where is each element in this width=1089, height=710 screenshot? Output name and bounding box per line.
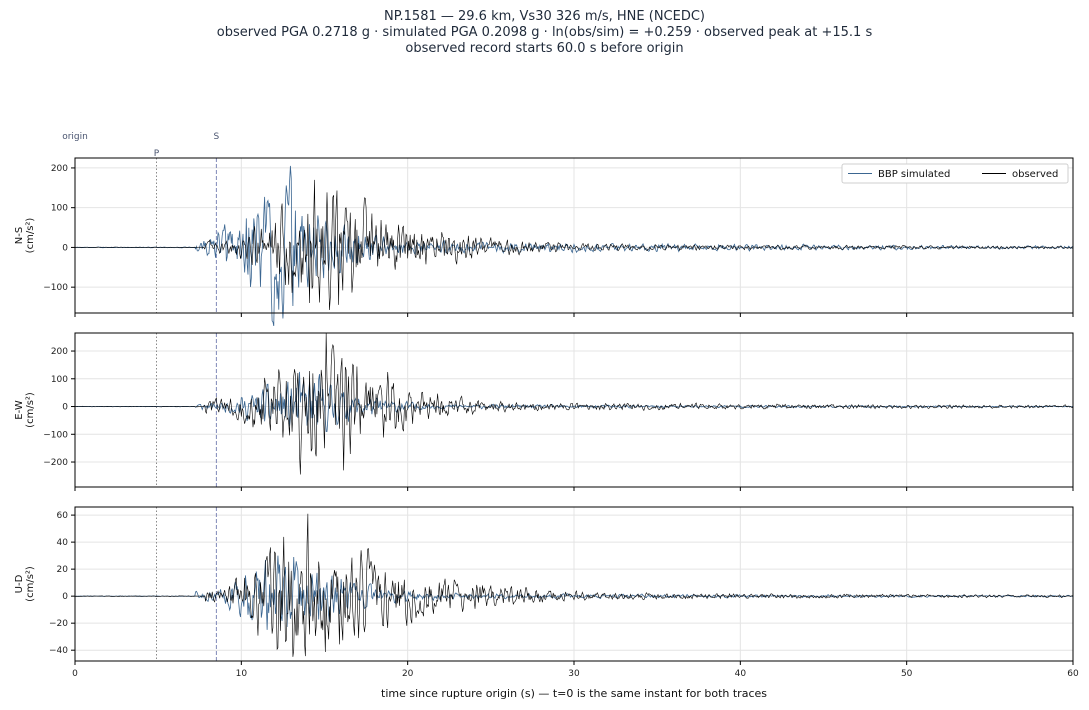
sim-trace-1 [74,165,1074,327]
panel-1: −100 0 100 200 N-S(cm/s²) [14,157,1074,327]
y-tick-label: −20 [49,619,68,629]
p-marker-label: P [154,149,160,159]
y-tick-label: 100 [51,204,68,214]
panel-3: −40 −20 0 20 40 60 0 10 20 30 40 50 60 U-D(cm/s²) [14,506,1079,679]
chart-title-line2: observed PGA 0.2718 g · simulated PGA 0.… [216,25,873,40]
legend-obs-label: observed [1012,169,1058,180]
y-tick-label: −100 [43,283,68,293]
legend-sim-label: BBP simulated [878,169,950,180]
y-tick-label: 20 [57,565,69,575]
x-tick-label: 50 [901,669,913,679]
chart-title-line1: NP.1581 — 29.6 km, Vs30 326 m/s, HNE (NC… [383,9,705,24]
y-tick-label: 100 [51,375,68,385]
y-tick-label: 0 [62,403,68,413]
x-tick-label: 0 [72,669,78,679]
y-tick-label: 0 [62,592,68,602]
x-tick-label: 60 [1067,669,1079,679]
x-tick-label: 30 [568,669,580,679]
x-tick-label: 40 [735,669,747,679]
chart-title-line3: observed record starts 60.0 s before ori… [405,41,684,56]
s-marker-label: S [214,132,220,142]
y-tick-label: −200 [43,458,68,468]
y-axis-label-1: N-S(cm/s²) [14,218,36,254]
obs-trace-3 [74,513,1074,657]
y-tick-label: −100 [43,430,68,440]
panel-2: −200 −100 0 100 200 E-W(cm/s²) [14,332,1074,491]
y-tick-label: 60 [57,511,69,521]
origin-marker-label: origin [62,132,88,142]
y-axis-label-3: U-D(cm/s²) [14,566,36,602]
x-tick-label: 20 [402,669,414,679]
x-axis-label: time since rupture origin (s) — t=0 is t… [381,687,767,700]
obs-trace-1 [74,179,1074,311]
y-tick-label: −40 [49,646,68,656]
y-tick-label: 200 [51,347,68,357]
obs-trace-2 [74,332,1074,475]
y-tick-label: 200 [51,164,68,174]
y-tick-label: 40 [57,538,69,548]
x-tick-label: 10 [236,669,248,679]
legend: BBP simulated observed [841,163,1069,184]
sim-trace-3 [74,555,1074,630]
y-axis-label-2: E-W(cm/s²) [14,392,36,428]
y-tick-label: 0 [62,243,68,253]
legend-box [841,163,1069,184]
